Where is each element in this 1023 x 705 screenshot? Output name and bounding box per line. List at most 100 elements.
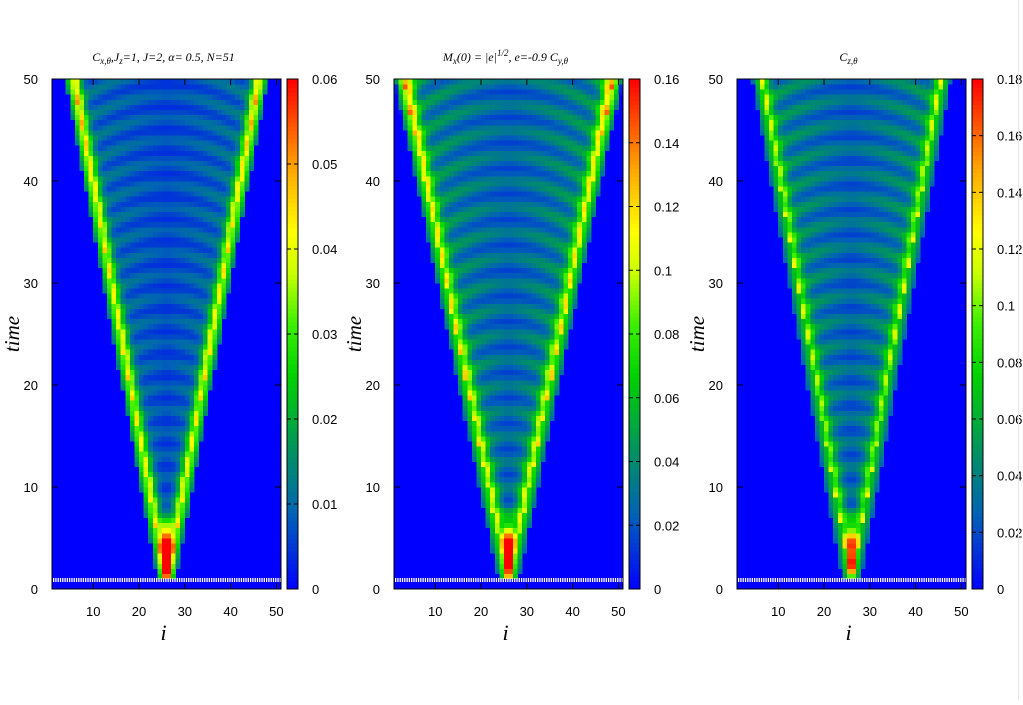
heatmap-cell xyxy=(125,176,130,182)
heatmap-cell xyxy=(180,319,185,325)
colorbar-segment xyxy=(287,181,298,186)
heatmap-cell xyxy=(162,212,167,218)
heatmap-cell xyxy=(577,237,582,243)
heatmap-cell xyxy=(157,421,162,427)
heatmap-cell xyxy=(426,140,431,146)
heatmap-cell xyxy=(130,395,135,401)
heatmap-cell xyxy=(107,196,112,202)
heatmap-cell xyxy=(139,207,144,213)
heatmap-cell xyxy=(185,268,190,274)
heatmap-cell xyxy=(167,405,172,411)
heatmap-cell xyxy=(116,314,121,320)
heatmap-cell xyxy=(130,303,135,309)
heatmap-cell xyxy=(518,298,523,304)
heatmap-cell xyxy=(541,130,546,136)
heatmap-cell xyxy=(102,232,107,238)
heatmap-cell xyxy=(189,125,194,130)
heatmap-cell xyxy=(449,314,454,320)
heatmap-cell xyxy=(431,258,436,264)
heatmap-cell xyxy=(139,263,144,269)
heatmap-cell xyxy=(490,237,495,243)
heatmap-cell xyxy=(476,467,481,473)
heatmap-cell xyxy=(536,451,541,457)
heatmap-cell xyxy=(121,247,126,253)
heatmap-cell xyxy=(486,513,491,519)
heatmap-cell xyxy=(148,89,153,95)
heatmap-cell xyxy=(481,309,486,315)
heatmap-cell xyxy=(541,263,546,269)
heatmap-cell xyxy=(167,130,172,136)
heatmap-cell xyxy=(509,370,514,376)
colorbar-tick-label: 0.03 xyxy=(312,327,337,342)
heatmap-cell xyxy=(426,130,431,136)
heatmap-cell xyxy=(153,467,158,473)
heatmap-cell xyxy=(171,309,176,315)
heatmap-cell xyxy=(509,222,514,228)
heatmap-cell xyxy=(221,105,226,111)
heatmap-cell xyxy=(582,191,587,197)
heatmap-cell xyxy=(162,125,167,130)
heatmap-cell xyxy=(121,99,126,105)
heatmap-cell xyxy=(139,232,144,238)
heatmap-cell xyxy=(486,186,491,192)
heatmap-cell xyxy=(125,411,130,417)
heatmap-cell xyxy=(203,186,208,192)
heatmap-cell xyxy=(84,130,89,136)
heatmap-cell xyxy=(79,115,84,121)
heatmap-cell xyxy=(185,125,190,130)
heatmap-cell xyxy=(240,186,245,192)
heatmap-cell xyxy=(221,247,226,253)
heatmap-cell xyxy=(568,293,573,299)
heatmap-cell xyxy=(454,201,459,207)
heatmap-cell xyxy=(185,380,190,386)
colorbar-segment xyxy=(287,139,298,144)
heatmap-cell xyxy=(527,400,532,406)
heatmap-cell xyxy=(527,467,532,473)
heatmap-cell xyxy=(509,543,514,549)
heatmap-cell xyxy=(162,94,167,100)
heatmap-cell xyxy=(458,247,463,253)
heatmap-cell xyxy=(235,166,240,172)
heatmap-cell xyxy=(162,303,167,309)
heatmap-cell xyxy=(463,217,468,223)
heatmap-cell xyxy=(499,273,504,279)
heatmap-cell xyxy=(486,487,491,493)
heatmap-cell xyxy=(504,436,509,442)
heatmap-cell xyxy=(144,150,149,156)
heatmap-cell xyxy=(162,502,167,508)
heatmap-cell xyxy=(504,548,509,554)
heatmap-cell xyxy=(89,207,94,213)
initial-row-marker xyxy=(181,578,182,582)
heatmap-cell xyxy=(125,237,130,243)
heatmap-cell xyxy=(221,298,226,304)
heatmap-cell xyxy=(249,84,254,90)
heatmap-cell xyxy=(208,370,213,376)
heatmap-cell xyxy=(541,314,546,320)
colorbar-segment xyxy=(287,576,298,581)
heatmap-cell xyxy=(107,247,112,253)
heatmap-cell xyxy=(467,344,472,350)
heatmap-cell xyxy=(499,354,504,360)
heatmap-cell xyxy=(531,207,536,213)
heatmap-cell xyxy=(421,186,426,192)
heatmap-cell xyxy=(550,217,555,223)
heatmap-cell xyxy=(75,110,80,116)
heatmap-cell xyxy=(449,212,454,218)
heatmap-cell xyxy=(504,145,509,151)
heatmap-cell xyxy=(563,181,568,187)
heatmap-cell xyxy=(148,196,153,202)
heatmap-cell xyxy=(486,288,491,294)
heatmap-cell xyxy=(573,196,578,202)
heatmap-cell xyxy=(481,288,486,294)
heatmap-cell xyxy=(554,390,559,396)
heatmap-cell xyxy=(509,482,514,488)
heatmap-cell xyxy=(162,400,167,406)
heatmap-cell xyxy=(102,252,107,258)
heatmap-cell xyxy=(185,252,190,258)
heatmap-cell xyxy=(107,212,112,218)
heatmap-cell xyxy=(116,156,121,162)
heatmap-cell xyxy=(568,166,573,172)
heatmap-cell xyxy=(167,135,172,141)
heatmap-cell xyxy=(189,89,194,95)
heatmap-cell xyxy=(522,487,527,493)
